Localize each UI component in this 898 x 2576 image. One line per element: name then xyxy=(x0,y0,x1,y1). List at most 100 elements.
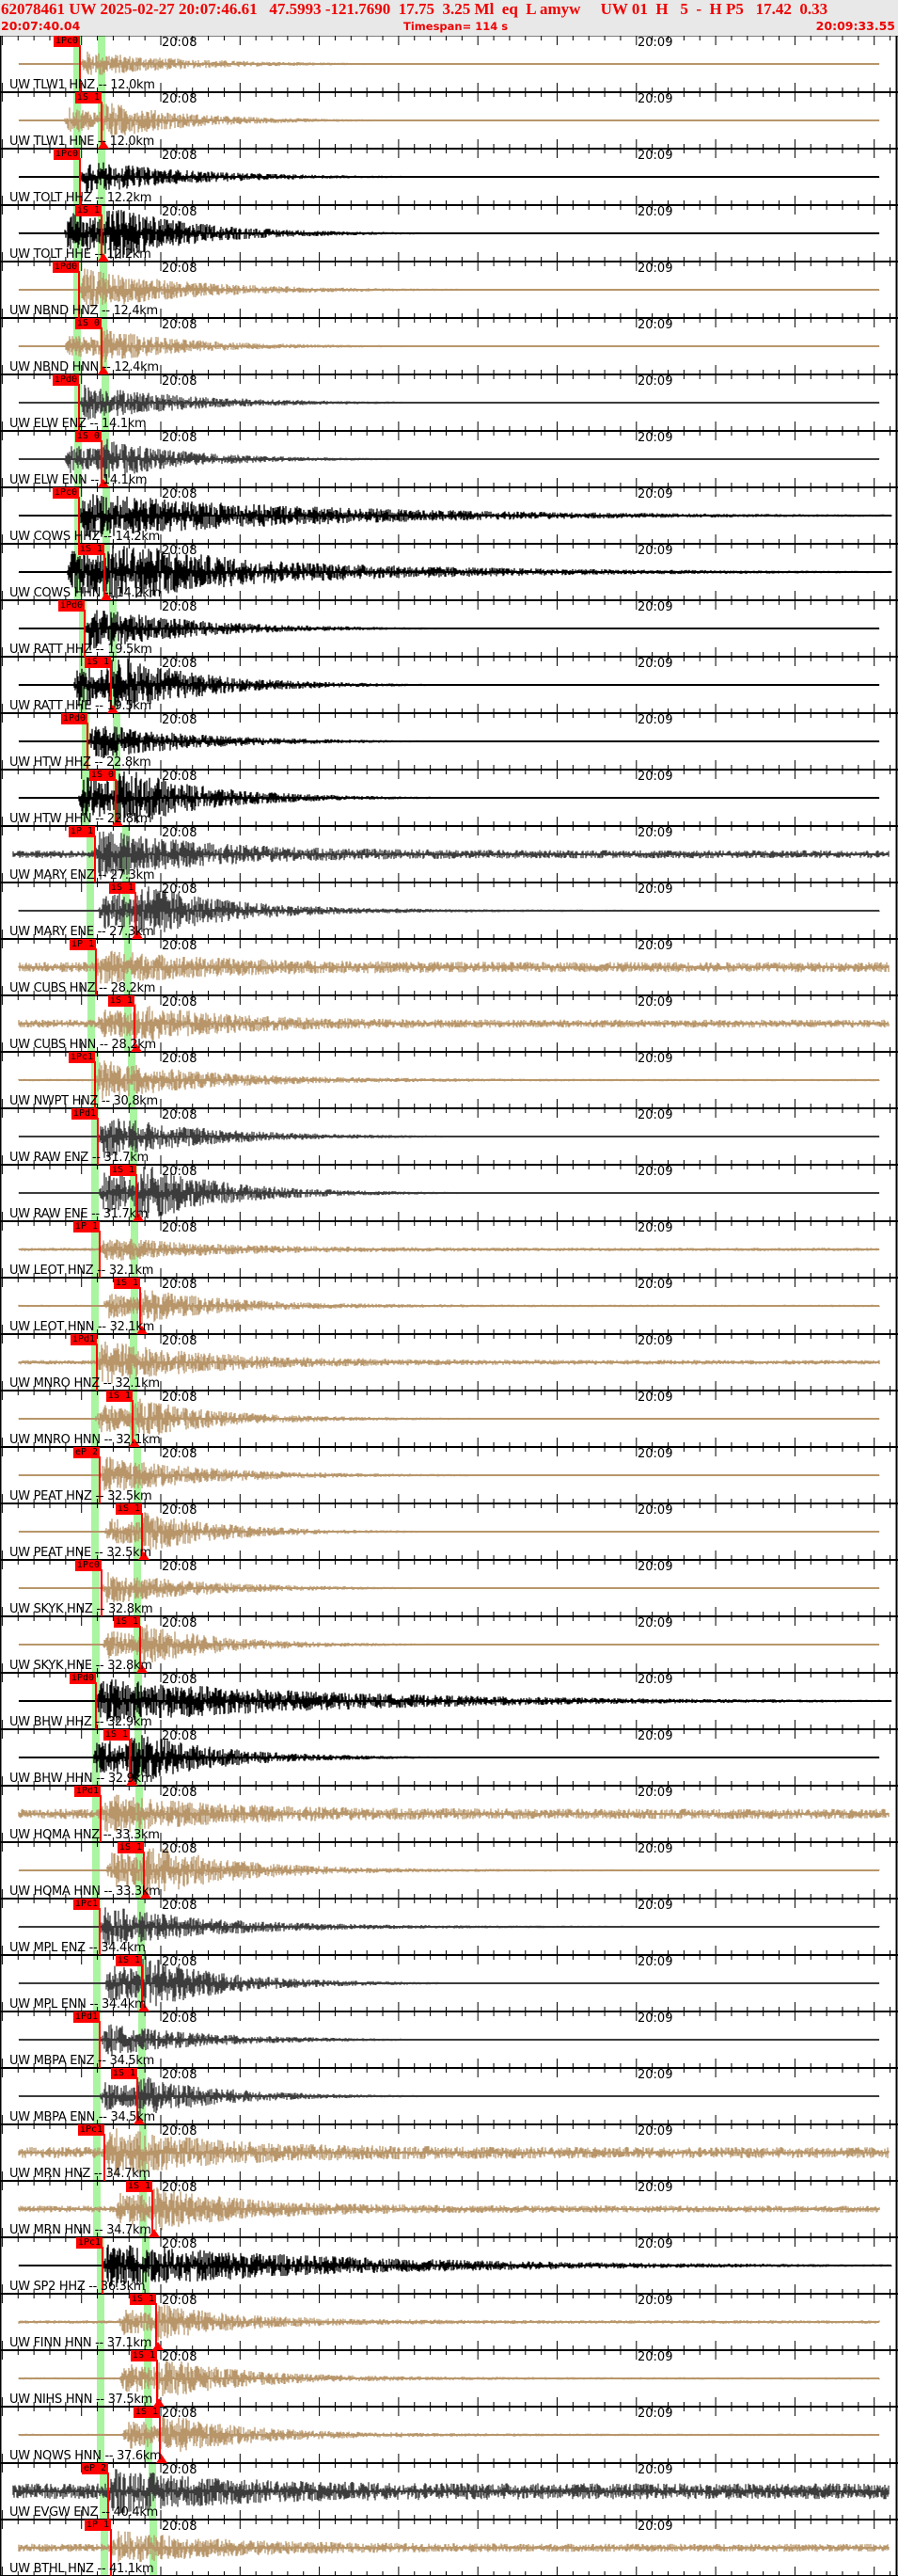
minute-tick-label: 20:08 xyxy=(162,1108,197,1122)
pick-flag[interactable]: iPc1 xyxy=(78,2124,104,2136)
waveform-trace xyxy=(18,2531,890,2563)
channel-label: UW MPL ENZ -- 34.4km xyxy=(9,1941,146,1955)
waveform-trace xyxy=(18,103,880,135)
minute-tick-label: 20:09 xyxy=(638,883,673,897)
pick-flag[interactable]: iPd1 xyxy=(73,2012,100,2023)
channel-panel: iS 1 20:08 20:09 UW MBPA ENN -- 34.5km xyxy=(0,2068,898,2124)
pick-flag[interactable]: iS 1 xyxy=(78,544,104,555)
minute-tick-label: 20:09 xyxy=(638,1278,673,1292)
channel-panel: iP 1 20:08 20:09 UW LEOT HNZ -- 32.1km xyxy=(0,1221,898,1278)
channel-label: UW PEAT HNZ -- 32.5km xyxy=(9,1489,152,1503)
minute-tick-label: 20:09 xyxy=(638,1899,673,1913)
minute-tick-label: 20:09 xyxy=(638,431,673,445)
pick-flag[interactable]: iP 1 xyxy=(85,2520,111,2531)
pick-flag[interactable]: eP 2 xyxy=(73,1447,100,1458)
minute-tick-label: 20:08 xyxy=(162,1899,197,1913)
channel-panel: iPd1 20:08 20:09 UW HQMA HNZ -- 33.3km xyxy=(0,1786,898,1842)
pick-flag[interactable]: iS 1 xyxy=(85,657,111,668)
minute-tick-label: 20:09 xyxy=(638,1616,673,1630)
channel-panel: iS 1 20:08 20:09 UW FINN HNN -- 37.1km xyxy=(0,2294,898,2350)
pick-flag[interactable]: iS 1 xyxy=(114,1278,140,1289)
pick-flag[interactable]: iPd1 xyxy=(71,1334,97,1345)
minute-tick-label: 20:09 xyxy=(638,2124,673,2139)
minute-tick-label: 20:08 xyxy=(162,883,197,897)
channel-panel: iS 1 20:08 20:09 UW MRN HNN -- 34.7km xyxy=(0,2181,898,2237)
channel-label: UW EVGW ENZ -- 40.4km xyxy=(9,2505,158,2520)
pick-flag[interactable]: iPd0 xyxy=(61,713,87,724)
pick-flag[interactable]: iPd0 xyxy=(53,374,79,386)
time-range-bar: 20:07:40.04 Timespan= 114 s 20:09:33.55 xyxy=(1,19,897,34)
minute-tick-label: 20:08 xyxy=(162,2463,197,2477)
channel-label: UW CUBS HNN -- 28.2km xyxy=(9,1038,156,1052)
minute-tick-label: 20:09 xyxy=(638,374,673,389)
pick-flag[interactable]: iS 1 xyxy=(109,883,135,894)
minute-tick-label: 20:09 xyxy=(638,1786,673,1800)
pick-flag[interactable]: iS 0 xyxy=(75,431,102,442)
pick-flag[interactable]: iS 1 xyxy=(103,1729,130,1741)
channel-label: UW TLW1 HNE -- 12.0km xyxy=(9,135,154,149)
pick-flag[interactable]: iS 1 xyxy=(131,2350,157,2361)
pick-flag[interactable]: iP 1 xyxy=(70,939,96,950)
pick-flag[interactable]: iPc0 xyxy=(54,149,80,160)
minute-tick-label: 20:08 xyxy=(162,995,197,1010)
channel-label: UW FINN HNN -- 37.1km xyxy=(9,2336,152,2350)
pick-flag[interactable]: iS 1 xyxy=(118,1842,144,1853)
start-time: 20:07:40.04 xyxy=(1,19,81,33)
channel-panel: iP 1 20:08 20:09 UW BTHL HNZ -- 41.1km xyxy=(0,2520,898,2576)
channel-panel: iPd1 20:08 20:09 UW MNRO HNZ -- 32.1km xyxy=(0,1334,898,1391)
pick-flag[interactable]: iPc0 xyxy=(75,1560,102,1571)
pick-flag[interactable]: iS 1 xyxy=(126,2181,152,2192)
channel-label: UW RAW ENZ -- 31.7km xyxy=(9,1151,149,1165)
pick-flag[interactable]: iS 1 xyxy=(110,1165,136,1176)
channel-panel: iPd1 20:08 20:09 UW MBPA ENZ -- 34.5km xyxy=(0,2012,898,2068)
minute-tick-label: 20:09 xyxy=(638,2237,673,2251)
minute-tick-label: 20:08 xyxy=(162,1391,197,1405)
minute-tick-label: 20:09 xyxy=(638,1842,673,1856)
minute-tick-label: 20:08 xyxy=(162,262,197,276)
pick-flag[interactable]: iPc1 xyxy=(76,2237,102,2249)
channel-panel: iPc1 20:08 20:09 UW SP2 HHZ -- 36.3km xyxy=(0,2237,898,2294)
waveform-trace xyxy=(18,268,880,308)
pick-flag[interactable]: iP 1 xyxy=(73,1221,100,1232)
pick-flag[interactable]: iS 1 xyxy=(116,1955,142,1966)
pick-flag[interactable]: iPd1 xyxy=(71,1108,98,1120)
pick-flag[interactable]: iS 1 xyxy=(106,1391,133,1402)
pick-flag[interactable]: iS 1 xyxy=(114,1616,140,1628)
minute-tick-label: 20:09 xyxy=(638,1729,673,1743)
pick-flag[interactable]: iPd1 xyxy=(74,1786,101,1797)
pick-flag[interactable]: iPd0 xyxy=(53,262,79,273)
pick-flag[interactable]: iS 1 xyxy=(134,2407,160,2418)
minute-tick-label: 20:09 xyxy=(638,262,673,276)
pick-flag[interactable]: iS 1 xyxy=(75,205,102,216)
channel-panel: iP 1 20:08 20:09 UW MARY ENZ -- 27.3km xyxy=(0,826,898,883)
minute-tick-label: 20:09 xyxy=(638,2407,673,2421)
channel-panel: iS 1 20:08 20:09 UW MARY ENE -- 27.3km xyxy=(0,883,898,939)
minute-tick-label: 20:08 xyxy=(162,544,197,558)
channel-label: UW NIHS HNN -- 37.5km xyxy=(9,2393,152,2407)
channel-panel: iS 1 20:08 20:09 UW RATT HHE -- 19.5km xyxy=(0,657,898,713)
channel-panel: iS 0 20:08 20:09 UW NBND HNN -- 12.4km xyxy=(0,318,898,374)
pick-flag[interactable]: iPd0 xyxy=(58,600,85,612)
pick-flag[interactable]: iS 1 xyxy=(130,2294,156,2305)
minute-tick-label: 20:08 xyxy=(162,2520,197,2534)
pick-flag[interactable]: iPc0 xyxy=(53,487,79,499)
minute-tick-label: 20:08 xyxy=(162,487,197,501)
pick-flag[interactable]: iPd0 xyxy=(70,1673,96,1684)
channel-label: UW ELW ENN -- 14.1km xyxy=(9,473,148,487)
minute-tick-label: 20:09 xyxy=(638,1334,673,1348)
pick-flag[interactable]: iP 1 xyxy=(69,826,95,837)
channel-label: UW SKYK HNE -- 32.8km xyxy=(9,1659,152,1673)
pick-flag[interactable]: iS 1 xyxy=(108,995,134,1007)
pick-flag[interactable]: iS 0 xyxy=(89,770,116,781)
pick-flag[interactable]: iS 0 xyxy=(75,318,102,329)
pick-flag[interactable]: iS 1 xyxy=(116,1503,142,1515)
pick-flag[interactable]: eP 2 xyxy=(82,2463,108,2474)
pick-flag[interactable]: iPc1 xyxy=(69,1052,95,1063)
pick-flag[interactable]: iPc1 xyxy=(73,1899,100,1910)
minute-tick-label: 20:09 xyxy=(638,2181,673,2195)
pick-flag[interactable]: iS 1 xyxy=(111,2068,137,2079)
minute-tick-label: 20:09 xyxy=(638,770,673,784)
pick-flag[interactable]: iPc0 xyxy=(54,36,80,47)
pick-flag[interactable]: iS 1 xyxy=(75,92,102,103)
channel-panel: iS 0 20:08 20:09 UW ELW ENN -- 14.1km xyxy=(0,431,898,487)
